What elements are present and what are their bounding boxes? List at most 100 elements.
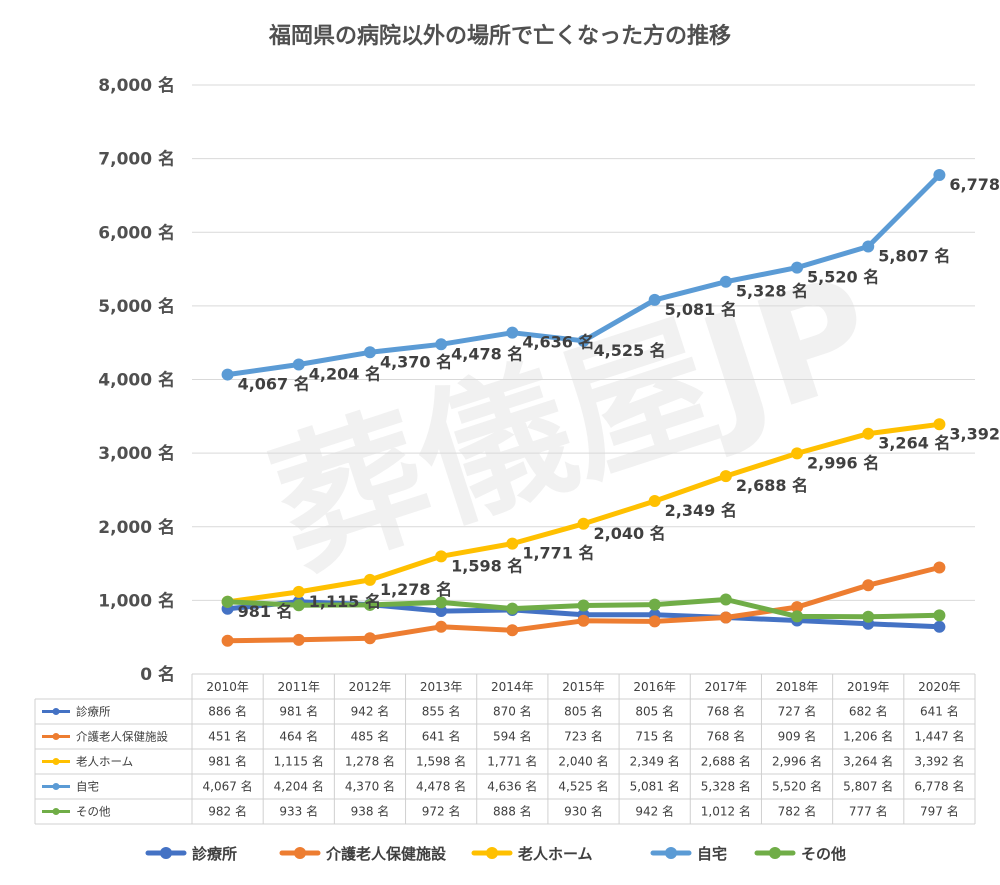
data-point [292, 599, 305, 612]
table-cell: 3,264 名 [843, 754, 893, 769]
table-cell: 4,370 名 [345, 779, 395, 794]
table-cell: 1,598 名 [416, 754, 466, 769]
y-tick-label: 6,000 名 [98, 222, 175, 243]
y-tick-label: 1,000 名 [98, 590, 175, 611]
table-header: 2011年 [277, 680, 320, 694]
data-point [648, 615, 661, 628]
table-cell: 1,115 名 [274, 754, 324, 769]
data-label: 1,771 名 [522, 544, 594, 563]
table-cell: 4,478 名 [416, 779, 466, 794]
data-label: 4,525 名 [594, 341, 666, 360]
data-label: 2,349 名 [665, 501, 737, 520]
table-cell: 641 名 [422, 729, 461, 744]
table-cell: 1,278 名 [345, 754, 395, 769]
data-labels: 981 名 1,115 名1,278 名 1,598 名1,771 名2,040 名… [238, 175, 1000, 621]
table-cell: 855 名 [422, 704, 461, 719]
data-label: 2,040 名 [594, 524, 666, 543]
data-point [577, 334, 590, 347]
data-point [648, 495, 661, 508]
table-cell: 6,778 名 [914, 779, 964, 794]
table-row-name: 自宅 [76, 780, 99, 794]
data-point [933, 168, 946, 181]
data-point [363, 632, 376, 645]
table-cell: 5,520 名 [772, 779, 822, 794]
table-cell: 464 名 [279, 729, 318, 744]
data-label: 4,204 名 [309, 364, 381, 383]
data-point [719, 593, 732, 606]
data-label: 4,636 名 [522, 333, 594, 352]
y-tick-label: 3,000 名 [98, 443, 175, 464]
data-label: 5,081 名 [665, 300, 737, 319]
y-axis-ticks: 0 名 1,000 名 2,000 名 3,000 名 4,000 名 5,000 名 6,… [98, 75, 175, 685]
data-point [719, 275, 732, 288]
table-cell: 805 名 [635, 704, 674, 719]
table-cell: 886 名 [208, 704, 247, 719]
data-label: 4,370 名 [380, 352, 452, 371]
table-cell: 981 名 [208, 754, 247, 769]
data-point [933, 620, 946, 633]
table-header: 2016年 [633, 680, 676, 694]
table-cell: 2,996 名 [772, 754, 822, 769]
table-cell: 2,349 名 [630, 754, 680, 769]
table-cell: 982 名 [208, 804, 247, 819]
data-point [791, 601, 804, 614]
table-header: 2015年 [562, 680, 605, 694]
data-point [292, 633, 305, 646]
table-cell: 2,040 名 [558, 754, 608, 769]
data-point [791, 447, 804, 460]
table-header: 2020年 [918, 680, 961, 694]
data-label: 5,328 名 [736, 282, 808, 301]
table-cell: 805 名 [564, 704, 603, 719]
data-label: 5,520 名 [807, 268, 879, 287]
data-label: 3,264 名 [878, 434, 950, 453]
table-cell: 4,525 名 [558, 779, 608, 794]
table-cell: 5,807 名 [843, 779, 893, 794]
legend-marker [665, 847, 677, 859]
table-header: 2019年 [847, 680, 890, 694]
table-cell: 1,206 名 [843, 729, 893, 744]
data-point [435, 605, 448, 618]
y-tick-label: 8,000 名 [98, 75, 175, 96]
table-header: 2012年 [349, 680, 392, 694]
data-point [506, 602, 519, 615]
legend-marker [294, 847, 306, 859]
data-label: 2,996 名 [807, 453, 879, 472]
data-point [577, 517, 590, 530]
table-cell: 4,636 名 [487, 779, 537, 794]
table-cell: 1,447 名 [914, 729, 964, 744]
data-point [577, 614, 590, 627]
data-label: 4,067 名 [238, 375, 310, 394]
table-cell: 3,392 名 [914, 754, 964, 769]
legend: 診療所 介護老人保健施設 老人ホーム 自宅 その他 [145, 845, 846, 863]
data-point [862, 427, 875, 440]
data-label: 6,778 名 [949, 175, 1000, 194]
table-cell: 938 名 [351, 804, 390, 819]
legend-label: 自宅 [697, 845, 727, 863]
legend-label: 診療所 [192, 845, 237, 863]
table-legend-marker [52, 708, 60, 715]
table-cell: 972 名 [422, 804, 461, 819]
table-cell: 768 名 [706, 704, 745, 719]
y-tick-label: 2,000 名 [98, 517, 175, 538]
table-cell: 870 名 [493, 704, 532, 719]
table-cell: 942 名 [635, 804, 674, 819]
data-point [719, 470, 732, 483]
table-cell: 451 名 [208, 729, 247, 744]
legend-label: 介護老人保健施設 [325, 845, 447, 863]
table-cell: 782 名 [778, 804, 817, 819]
data-point [435, 596, 448, 609]
legend-label: その他 [801, 845, 846, 863]
data-point [506, 537, 519, 550]
table-cell: 4,204 名 [274, 779, 324, 794]
data-label: 3,392 名 [949, 424, 1000, 443]
data-label: 1,115 名 [309, 592, 381, 611]
table-header: 2018年 [776, 680, 819, 694]
table-cell: 2,688 名 [701, 754, 751, 769]
data-point [221, 634, 234, 647]
table-cell: 594 名 [493, 729, 532, 744]
table-cell: 942 名 [351, 704, 390, 719]
data-point [791, 610, 804, 623]
table-cell: 768 名 [706, 729, 745, 744]
data-table: 2010年 2011年 2012年 2013年 2014年 2015年 2016年 2017年… [34, 673, 976, 825]
